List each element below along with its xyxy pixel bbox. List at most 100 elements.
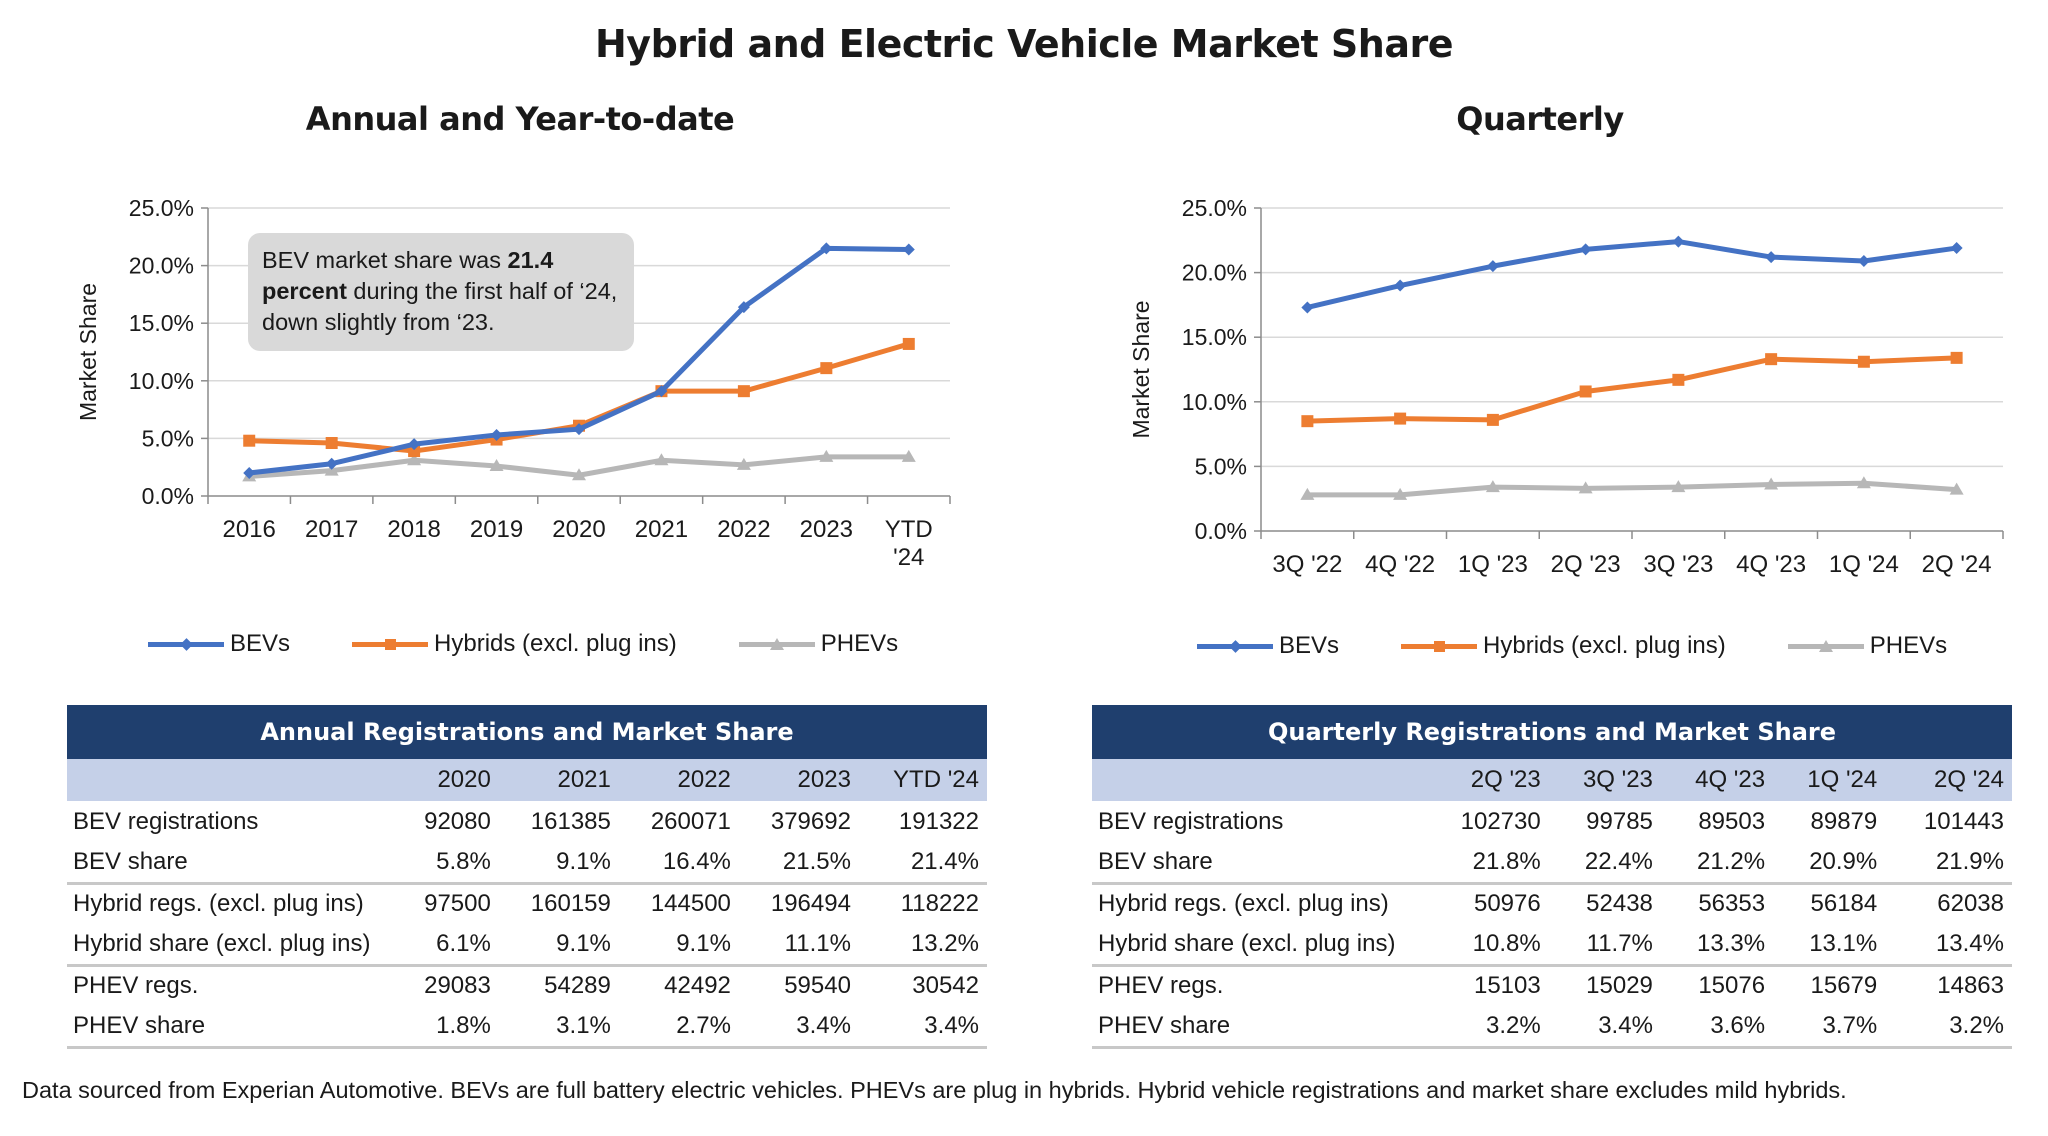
table-cell: 21.2% [1660, 842, 1774, 885]
data-point-bevs [243, 466, 256, 479]
table-cell: 3.6% [1660, 1006, 1774, 1049]
table-cell: 10.8% [1422, 924, 1549, 967]
row-label: Hybrid share (excl. plug ins) [1092, 924, 1422, 967]
table-row: BEV registrations 92080 161385 260071 379692… [67, 801, 987, 842]
y-axis-label: Market Share [1128, 300, 1154, 438]
table-cell: 6.1% [397, 924, 499, 967]
data-point-phevs [1485, 480, 1500, 493]
legend-swatch-hybrids [352, 632, 429, 656]
table-cell: 3.1% [498, 1006, 619, 1049]
legend-item-bevs: BEVs [148, 630, 290, 658]
data-point-bevs [1672, 235, 1685, 248]
table-row: PHEV regs. 15103 15029 15076 15679 14863 [1092, 965, 2012, 1006]
table-cell: 56353 [1698, 890, 1766, 918]
legend-item-hybrids: Hybrids (excl. plug ins) [352, 630, 677, 658]
y-tick-label: 15.0% [1182, 324, 1247, 350]
table-cell: 260071 [650, 807, 731, 835]
table-row: Hybrid share (excl. plug ins) 6.1% 9.1% 9.1… [67, 924, 987, 967]
page-title: Hybrid and Electric Vehicle Market Share [595, 22, 1454, 66]
table-row: PHEV share 1.8% 3.1% 2.7% 3.4% 3.4% [67, 1006, 987, 1049]
table-cell: 3.2% [1885, 1006, 2012, 1049]
data-point-hybrids [1950, 351, 1963, 364]
x-tick-label: YTD '24 [885, 516, 933, 571]
data-point-hybrids [1765, 353, 1778, 366]
table-row: BEV share 21.8% 22.4% 21.2% 20.9% 21.9% [1092, 842, 2012, 885]
series-line-bevs [1306, 239, 1957, 310]
x-tick-label: 1Q '23 [1458, 551, 1528, 578]
data-point-hybrids [1394, 412, 1407, 425]
legend-label-phevs: PHEVs [1869, 632, 1948, 659]
data-point-hybrids [737, 385, 750, 398]
row-label: Hybrid regs. (excl. plug ins) [73, 890, 364, 918]
table-cell: 20.9% [1773, 842, 1886, 885]
column-header-blank [67, 759, 397, 801]
legend-label-bevs: BEVs [230, 630, 291, 657]
table-cell: 56184 [1810, 890, 1878, 918]
table-title: Annual Registrations and Market Share [67, 705, 987, 759]
x-tick-label: 2019 [470, 516, 523, 543]
annotation-bold-word: percent [262, 278, 347, 304]
table-cell: 9.1% [498, 924, 619, 967]
annual-registrations-table: Annual Registrations and Market Share 20… [67, 705, 987, 1049]
table-cell: 15679 [1810, 972, 1878, 1000]
y-tick-label: 20.0% [129, 253, 194, 279]
y-tick-label: 0.0% [1195, 518, 1247, 544]
data-point-hybrids [325, 437, 338, 450]
column-header: YTD '24 [858, 759, 987, 801]
data-point-bevs [325, 457, 338, 470]
table-cell: 15029 [1586, 972, 1653, 1000]
table-cell: 13.3% [1660, 924, 1774, 967]
x-tick-label: 2018 [387, 516, 440, 543]
data-point-hybrids [1672, 373, 1685, 386]
data-point-phevs [1300, 487, 1315, 500]
table-cell: 59540 [784, 972, 851, 1000]
data-point-phevs [901, 449, 916, 462]
table-row: Hybrid regs. (excl. plug ins) 97500 160159… [67, 883, 987, 924]
table-cell: 160159 [530, 890, 611, 918]
data-point-hybrids [1486, 413, 1499, 426]
table-cell: 3.2% [1422, 1006, 1549, 1049]
row-label: Hybrid share (excl. plug ins) [67, 924, 397, 967]
table-title: Quarterly Registrations and Market Share [1092, 705, 2012, 759]
table-cell: 379692 [770, 807, 851, 835]
legend-item-bevs: BEVs [1197, 632, 1339, 660]
table-cell: 191322 [898, 807, 979, 835]
row-label: PHEV regs. [73, 972, 199, 1000]
y-tick-label: 25.0% [1182, 195, 1247, 221]
table-cell: 102730 [1460, 807, 1541, 835]
data-point-hybrids [1579, 385, 1592, 398]
x-tick-label: 2016 [223, 516, 276, 543]
legend-item-phevs: PHEVs [1787, 632, 1948, 660]
data-point-hybrids [243, 434, 256, 447]
y-axis-label: Market Share [75, 283, 101, 421]
table-row: PHEV regs. 29083 54289 42492 59540 30542 [67, 965, 987, 1006]
legend-item-hybrids: Hybrids (excl. plug ins) [1401, 632, 1726, 660]
data-point-phevs [407, 453, 422, 466]
table-cell: 22.4% [1548, 842, 1661, 885]
data-point-bevs [820, 242, 833, 255]
legend-swatch-phevs [1787, 634, 1864, 658]
data-point-phevs [1949, 482, 1964, 495]
x-tick-label: 4Q '22 [1365, 551, 1435, 578]
y-tick-label: 10.0% [129, 368, 194, 394]
table-cell: 118222 [900, 890, 979, 918]
data-point-bevs [1765, 251, 1778, 264]
quarterly-line-chart: 0.0% 5.0% 10.0% 15.0% 20.0% 25.0% 3Q '22 4Q '22… [1128, 195, 2004, 578]
table-cell: 30542 [912, 972, 979, 1000]
data-point-bevs [1394, 279, 1407, 292]
quarterly-registrations-table: Quarterly Registrations and Market Share… [1092, 705, 2012, 1049]
data-point-phevs [654, 453, 669, 466]
column-header-row: 2020 2021 2022 2023 YTD '24 [67, 759, 987, 801]
row-label: BEV share [67, 842, 397, 885]
data-point-bevs [1579, 243, 1592, 256]
table-row: Hybrid share (excl. plug ins) 10.8% 11.7% 1… [1092, 924, 2012, 967]
table-cell: 5.8% [397, 842, 499, 885]
data-point-hybrids [902, 337, 915, 350]
table-cell: 144500 [650, 890, 731, 918]
data-point-phevs [736, 457, 751, 470]
quarterly-legend: BEVs Hybrids (excl. plug ins) PHEVs [1197, 632, 2009, 660]
table-cell: 3.7% [1773, 1006, 1886, 1049]
column-header: 2021 [498, 759, 619, 801]
column-header: 2Q '23 [1422, 759, 1549, 801]
data-point-hybrids [1857, 355, 1870, 368]
